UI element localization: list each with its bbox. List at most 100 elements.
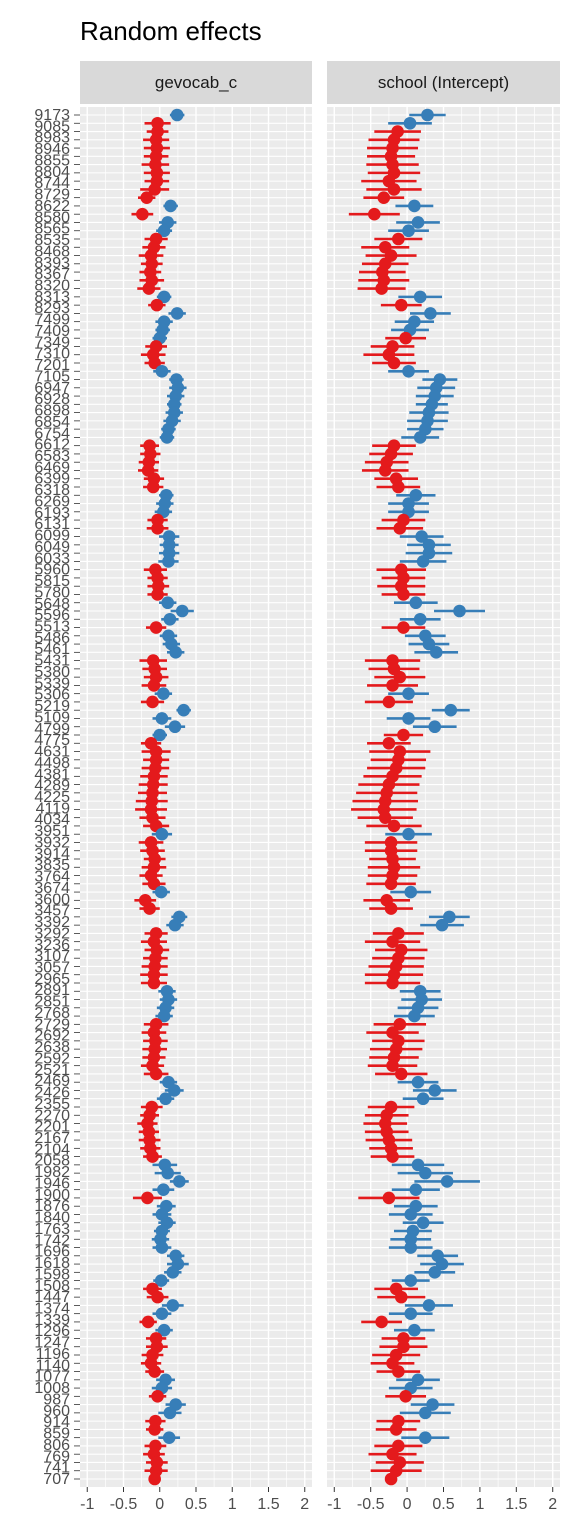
estimate-point	[413, 612, 427, 626]
y-tick-label: 5380	[34, 664, 70, 681]
estimate-point	[146, 1150, 159, 1163]
estimate-point	[157, 1183, 170, 1196]
panel-gevocab-c: gevocab_c	[80, 61, 312, 1487]
y-tick-label: 1876	[34, 1198, 70, 1215]
estimate-point	[392, 480, 405, 494]
estimate-point	[386, 935, 399, 948]
estimate-point	[149, 621, 163, 634]
estimate-point	[142, 282, 156, 295]
y-tick-label: 2426	[34, 1085, 70, 1102]
y-tick-label: 3600	[34, 891, 70, 908]
y-tick-label: 8393	[34, 255, 70, 272]
y-tick-label: 3914	[34, 846, 70, 863]
estimate-point	[387, 183, 401, 196]
y-tick-label: 7310	[34, 346, 70, 363]
y-tick-label: 5648	[34, 596, 70, 613]
y-tick-label: 4775	[34, 732, 70, 749]
estimate-point	[397, 1340, 410, 1354]
y-tick-label: 8313	[34, 289, 70, 306]
y-tick-label: 4289	[34, 778, 70, 795]
y-tick-label: 2768	[34, 1005, 70, 1022]
y-tick-label: 4119	[36, 800, 71, 817]
y-tick-label: 5339	[34, 675, 70, 692]
estimate-point	[428, 1084, 442, 1097]
estimate-point	[416, 1092, 430, 1106]
estimate-point	[173, 1175, 186, 1188]
y-tick-label: 1742	[34, 1232, 70, 1249]
estimate-point	[143, 902, 156, 915]
y-tick-label: 6099	[34, 528, 70, 545]
y-tick-label: 1696	[34, 1244, 70, 1261]
estimate-point	[157, 290, 171, 304]
y-tick-label: 9173	[34, 107, 70, 124]
x-tick-label: 2	[300, 1496, 309, 1513]
estimate-point	[375, 282, 388, 295]
estimate-point	[397, 588, 410, 601]
x-tick-label: 1	[228, 1496, 237, 1513]
estimate-point	[418, 1166, 432, 1180]
chart-title: Random effects	[80, 16, 262, 46]
y-tick-label: 806	[43, 1437, 70, 1454]
estimate-point	[386, 976, 399, 990]
estimate-point	[416, 1216, 430, 1230]
y-tick-label: 6049	[34, 539, 70, 556]
estimate-point	[389, 1423, 403, 1436]
y-tick-label: 3057	[34, 960, 70, 977]
estimate-point	[387, 819, 401, 833]
y-tick-label: 707	[43, 1471, 70, 1488]
y-tick-label: 1008	[34, 1380, 70, 1397]
estimate-point	[151, 1390, 164, 1403]
estimate-point	[157, 687, 170, 700]
y-tick-label: 8729	[34, 187, 70, 204]
estimate-point	[394, 1290, 408, 1304]
estimate-point	[146, 695, 159, 709]
x-tick-label: 1.5	[257, 1496, 279, 1513]
estimate-point	[155, 1307, 169, 1320]
estimate-point	[429, 646, 443, 659]
estimate-point	[136, 207, 149, 221]
y-tick-label: 1946	[34, 1175, 70, 1192]
estimate-point	[384, 877, 398, 891]
estimate-point	[378, 811, 392, 824]
panel-marks	[348, 108, 486, 1486]
estimate-point	[415, 530, 428, 543]
estimate-point	[157, 1323, 171, 1337]
y-tick-label: 1296	[34, 1323, 70, 1340]
x-tick-label: -1	[327, 1496, 341, 1513]
y-tick-label: 2058	[34, 1153, 70, 1170]
estimate-point	[392, 1365, 405, 1378]
estimate-point	[163, 612, 177, 626]
estimate-point	[149, 1067, 163, 1081]
estimate-point	[161, 596, 175, 610]
estimate-point	[408, 1009, 421, 1023]
y-tick-label: 3392	[34, 914, 70, 931]
y-tick-label: 4225	[34, 789, 70, 806]
y-tick-label: 4381	[34, 766, 70, 783]
x-tick-label: -0.5	[110, 1496, 138, 1513]
x-tick-label: 2	[548, 1496, 557, 1513]
estimate-point	[413, 290, 427, 304]
y-tick-label: 2891	[34, 982, 70, 999]
estimate-point	[403, 116, 417, 130]
y-tick-label: 6399	[34, 471, 70, 488]
estimate-point	[453, 604, 466, 618]
strip-label: school (Intercept)	[378, 73, 509, 92]
estimate-point	[147, 679, 161, 692]
y-tick-label: 1900	[34, 1187, 70, 1204]
y-tick-label: 3932	[34, 834, 70, 851]
y-tick-label: 1982	[34, 1164, 70, 1181]
estimate-point	[408, 1323, 421, 1337]
estimate-point	[157, 224, 171, 238]
y-tick-label: 4631	[34, 744, 70, 761]
estimate-point	[394, 1067, 408, 1081]
estimate-point	[409, 1183, 423, 1196]
estimate-point	[393, 522, 407, 535]
y-tick-label: 8744	[34, 175, 70, 192]
estimate-point	[377, 191, 391, 204]
y-tick-label: 2201	[34, 1119, 70, 1136]
strip-background	[80, 61, 312, 104]
estimate-point	[146, 480, 160, 494]
y-tick-label: 6131	[34, 516, 70, 533]
x-tick-label: -1	[80, 1496, 94, 1513]
estimate-point	[426, 1398, 439, 1411]
